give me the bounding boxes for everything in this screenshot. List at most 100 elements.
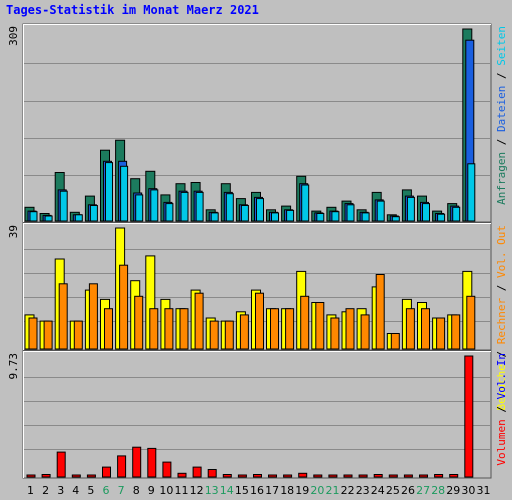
x-axis-label-day-29: 29 xyxy=(446,484,460,497)
bar-volumen-day-28 xyxy=(434,474,444,478)
x-axis-label-day-1: 1 xyxy=(27,484,34,497)
x-axis-label-day-20: 20 xyxy=(310,484,324,497)
bar-seiten-day-4 xyxy=(74,214,83,222)
y-axis-max-label: 9.73 xyxy=(7,353,20,380)
bar-seiten-day-8 xyxy=(135,194,144,222)
x-axis-label-day-7: 7 xyxy=(118,484,125,497)
bar-volumen-day-13 xyxy=(207,469,217,478)
x-axis-label-day-6: 6 xyxy=(103,484,110,497)
bar-seiten-day-7 xyxy=(120,165,129,222)
bar-seiten-day-5 xyxy=(89,205,98,222)
bar-volumen-day-25 xyxy=(388,474,398,478)
x-axis-label-day-27: 27 xyxy=(416,484,430,497)
chart-title: Tages-Statistik im Monat Maerz 2021 xyxy=(6,3,259,17)
bar-rechner-day-8 xyxy=(134,295,144,350)
bar-volumen-day-11 xyxy=(177,472,187,478)
bar-volumen-day-26 xyxy=(403,474,413,478)
bar-volumen-day-14 xyxy=(222,474,232,478)
x-axis-label-day-3: 3 xyxy=(57,484,64,497)
legend-entry: Volumen xyxy=(495,419,508,465)
legend-separator: / xyxy=(495,66,508,86)
bar-volumen-day-16 xyxy=(253,474,262,478)
bar-seiten-day-26 xyxy=(406,196,415,222)
bar-rechner-day-5 xyxy=(88,283,98,350)
bar-volumen-day-15 xyxy=(237,474,247,478)
bar-seiten-day-11 xyxy=(180,191,189,222)
x-axis-label-day-9: 9 xyxy=(148,484,155,497)
legend-bottom: Volumen / Vol. In xyxy=(495,353,508,466)
bar-seiten-day-14 xyxy=(225,193,234,222)
bar-rechner-day-29 xyxy=(451,314,461,350)
bar-rechner-day-9 xyxy=(149,308,159,350)
legend-entry: Anfragen xyxy=(495,152,508,205)
bar-rechner-day-7 xyxy=(119,264,129,350)
bar-seiten-day-9 xyxy=(150,189,159,222)
bar-seiten-day-24 xyxy=(376,200,385,222)
bar-seiten-day-28 xyxy=(437,213,446,222)
bar-rechner-day-30 xyxy=(466,295,476,350)
bar-volumen-day-22 xyxy=(343,474,353,478)
y-axis-max-label: 39 xyxy=(7,225,20,238)
bar-seiten-day-15 xyxy=(240,205,249,222)
bar-rechner-day-23 xyxy=(360,314,370,350)
legend-entry: Vol. Out xyxy=(495,225,508,278)
bar-seiten-day-22 xyxy=(346,204,355,222)
bar-seiten-day-10 xyxy=(165,203,174,222)
x-axis-label-day-22: 22 xyxy=(341,484,355,497)
bar-volumen-day-10 xyxy=(162,461,172,478)
bar-rechner-day-27 xyxy=(421,308,430,350)
bar-rechner-day-22 xyxy=(345,308,355,350)
bar-seiten-day-2 xyxy=(44,215,53,222)
x-axis-label-day-10: 10 xyxy=(159,484,173,497)
x-axis-label-day-19: 19 xyxy=(295,484,309,497)
bar-volumen-day-30 xyxy=(464,355,474,478)
panel-bottom xyxy=(22,350,492,479)
x-axis-label-day-2: 2 xyxy=(42,484,49,497)
x-axis-label-day-26: 26 xyxy=(401,484,415,497)
bar-seiten-day-16 xyxy=(256,198,264,222)
bar-seiten-day-13 xyxy=(210,212,219,222)
bar-rechner-day-6 xyxy=(104,308,113,350)
bar-volumen-day-7 xyxy=(117,455,127,478)
bar-volumen-day-18 xyxy=(283,474,293,478)
bar-seiten-day-20 xyxy=(316,213,325,222)
x-axis-label-day-12: 12 xyxy=(190,484,204,497)
bar-rechner-day-1 xyxy=(28,317,38,350)
bar-rechner-day-15 xyxy=(239,314,249,350)
x-axis-label-day-5: 5 xyxy=(87,484,94,497)
x-axis-label-day-11: 11 xyxy=(175,484,189,497)
bar-seiten-day-1 xyxy=(29,211,38,222)
legend-middle: Besuche / Rechner / Vol. Out xyxy=(495,225,508,410)
x-axis-label-day-8: 8 xyxy=(133,484,140,497)
x-axis-label-day-13: 13 xyxy=(205,484,219,497)
bar-rechner-day-16 xyxy=(255,292,264,350)
bar-seiten-day-3 xyxy=(59,190,68,222)
bar-seiten-day-27 xyxy=(422,203,430,222)
legend-separator: / xyxy=(495,344,508,364)
x-axis-label-day-16: 16 xyxy=(250,484,264,497)
y-axis-max-label: 309 xyxy=(7,26,20,46)
x-axis-label-day-25: 25 xyxy=(386,484,400,497)
bar-seiten-day-19 xyxy=(301,184,310,222)
bar-rechner-day-14 xyxy=(224,320,234,350)
bar-volumen-day-6 xyxy=(102,466,111,478)
bar-rechner-day-18 xyxy=(285,308,295,350)
bar-volumen-day-27 xyxy=(419,474,428,478)
x-axis-label-day-15: 15 xyxy=(235,484,249,497)
bar-seiten-day-12 xyxy=(195,191,204,222)
bar-rechner-day-24 xyxy=(375,274,385,350)
bar-rechner-day-2 xyxy=(43,320,53,350)
bar-volumen-day-20 xyxy=(313,474,323,478)
bar-volumen-day-2 xyxy=(41,474,51,478)
bar-seiten-day-23 xyxy=(361,212,370,222)
bar-rechner-day-13 xyxy=(209,320,219,350)
bar-seiten-day-29 xyxy=(452,206,461,222)
legend-separator: / xyxy=(495,399,508,419)
x-axis-label-day-17: 17 xyxy=(265,484,279,497)
x-axis-label-day-21: 21 xyxy=(326,484,340,497)
bar-volumen-day-29 xyxy=(449,474,459,478)
x-axis-label-day-4: 4 xyxy=(72,484,79,497)
bar-seiten-day-17 xyxy=(271,212,279,222)
